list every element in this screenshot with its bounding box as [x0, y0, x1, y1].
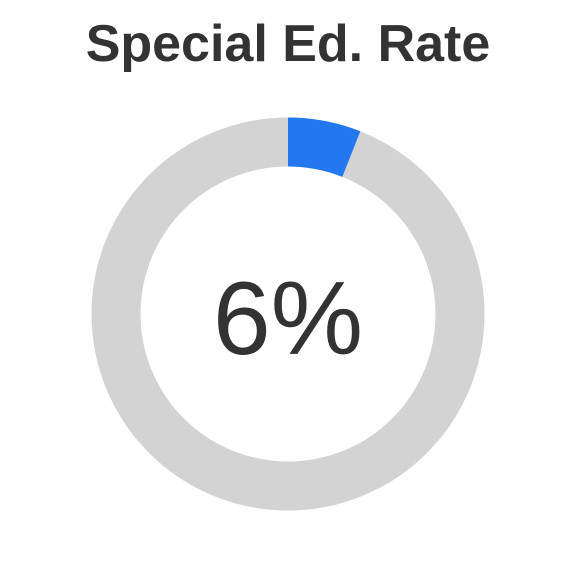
center-value-label: 6% — [213, 261, 363, 377]
chart-title: Special Ed. Rate — [85, 15, 491, 73]
donut-value-slice — [287, 117, 361, 178]
